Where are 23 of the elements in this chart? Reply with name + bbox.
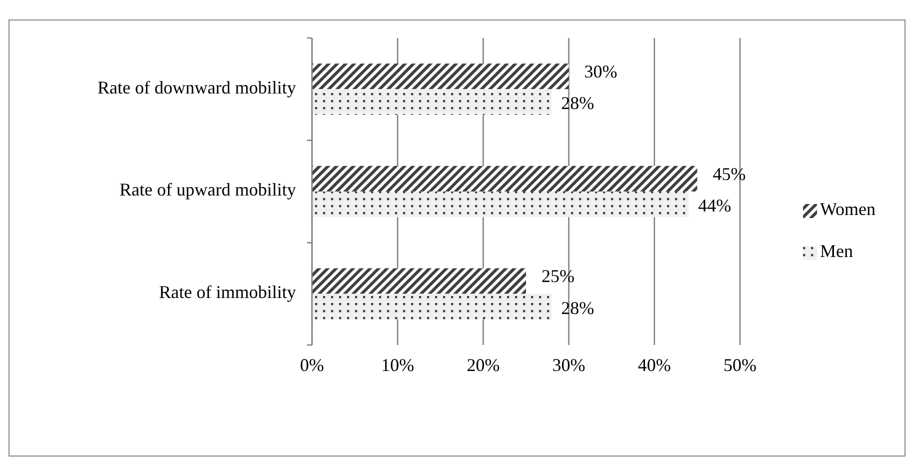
data-label: 28%	[561, 93, 594, 114]
x-tick-label: 20%	[466, 355, 500, 376]
data-label: 44%	[698, 195, 732, 216]
data-label: 25%	[542, 266, 574, 286]
x-tick-label: 0%	[300, 355, 324, 376]
y-tick-label: Rate of downward mobility	[98, 77, 296, 98]
bar	[312, 89, 552, 115]
x-tick-label: 30%	[552, 355, 586, 376]
legend-label: Men	[820, 241, 853, 262]
bar	[312, 294, 552, 320]
y-tick-label: Rate of upward mobility	[120, 180, 296, 200]
bar	[312, 166, 698, 192]
bar	[312, 64, 569, 90]
data-label: 28%	[561, 298, 594, 318]
bar	[312, 268, 526, 294]
bar	[312, 192, 689, 218]
x-tick-label: 10%	[381, 355, 414, 376]
data-label: 30%	[584, 62, 618, 82]
y-tick-label: Rate of immobility	[159, 282, 296, 302]
data-label: 45%	[712, 164, 746, 184]
legend-label: Women	[820, 199, 876, 220]
x-tick-label: 40%	[638, 355, 671, 376]
x-tick-label: 50%	[724, 355, 756, 376]
